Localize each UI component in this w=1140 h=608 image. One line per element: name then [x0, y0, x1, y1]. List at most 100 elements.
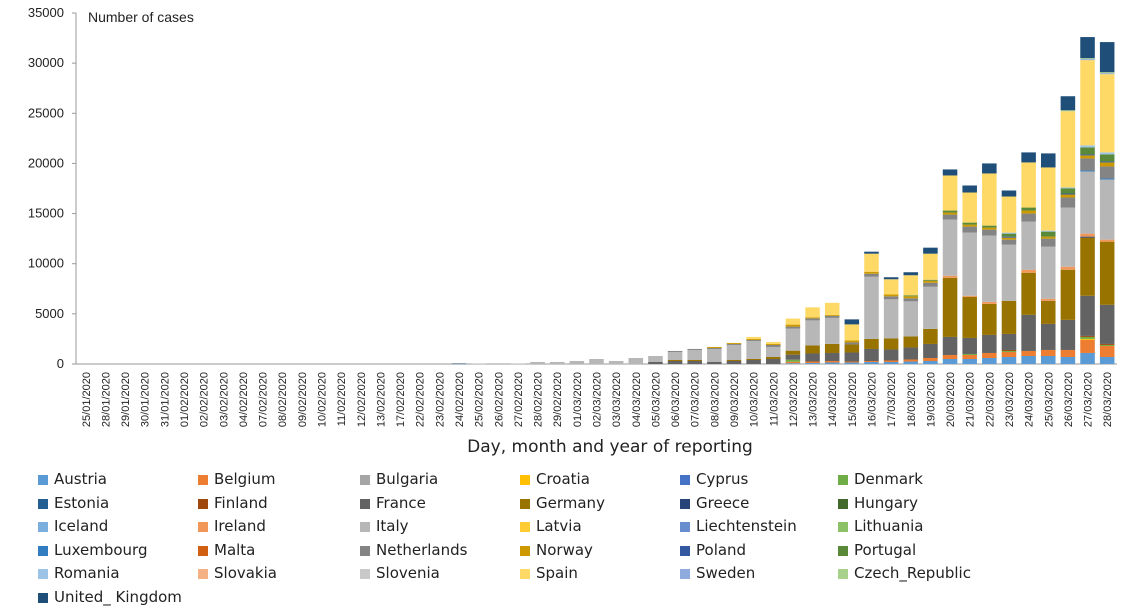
- bar-segment: [1099, 179, 1115, 240]
- bar-segment: [864, 338, 879, 349]
- bar-segment: [707, 347, 722, 349]
- legend-swatch: [38, 569, 48, 579]
- bar-segment: [883, 349, 899, 361]
- bar-segment: [962, 354, 977, 359]
- bar-segment: [903, 301, 919, 337]
- bar-segment: [883, 277, 899, 280]
- bar-segment: [766, 344, 781, 347]
- bar-segment: [1080, 59, 1095, 61]
- legend-label: Liechtenstein: [696, 517, 797, 535]
- legend-swatch: [520, 545, 530, 556]
- bar-segment: [1060, 197, 1076, 208]
- bar-segment: [1080, 170, 1095, 172]
- bar-segment: [1080, 147, 1095, 155]
- bar-segment: [1060, 96, 1076, 111]
- bar-segment: [982, 235, 997, 302]
- bar-segment: [982, 352, 997, 358]
- bar-segment: [1099, 74, 1115, 153]
- bar-segment: [785, 359, 801, 362]
- bar-segment: [726, 344, 742, 360]
- legend-swatch: [680, 522, 690, 532]
- legend-swatch: [38, 475, 48, 485]
- bar-segment: [1060, 187, 1076, 189]
- bar-segment: [942, 275, 958, 278]
- x-tick-label: 17/03/2020: [886, 372, 898, 427]
- bar-segment: [864, 276, 879, 339]
- bar-segment: [962, 296, 977, 338]
- bar-segment: [1080, 145, 1095, 148]
- bar-segment: [1099, 345, 1115, 357]
- bar-segment: [962, 295, 977, 297]
- legend-swatch: [38, 522, 48, 532]
- bar-segment: [962, 185, 977, 193]
- bar-segment: [1001, 190, 1017, 197]
- bar-segment: [903, 347, 919, 360]
- bar-segment: [1099, 344, 1115, 346]
- bar-segment: [785, 354, 801, 360]
- bar-segment: [1080, 335, 1095, 337]
- legend-label: Czech_Republic: [854, 564, 971, 582]
- bar-segment: [1099, 73, 1115, 75]
- legend-label: Denmark: [854, 470, 923, 488]
- bar-segment: [883, 361, 899, 364]
- legend-label: Italy: [376, 517, 409, 535]
- bar-segment: [1099, 162, 1115, 167]
- legend-label: Latvia: [536, 517, 582, 535]
- bars-group: [451, 37, 1115, 365]
- bar-segment: [1099, 239, 1115, 242]
- bar-segment: [982, 225, 997, 228]
- x-tick-label: 15/03/2020: [847, 372, 859, 427]
- bar-segment: [1060, 356, 1076, 364]
- y-tick-label: 25000: [28, 105, 64, 120]
- bar-segment: [766, 358, 781, 364]
- bar-segment: [687, 349, 702, 360]
- bar-segment: [962, 232, 977, 296]
- bar-segment: [942, 219, 958, 276]
- bar-segment: [864, 271, 879, 274]
- bar-segment: [962, 358, 977, 364]
- x-tick-label: 22/02/2020: [415, 372, 427, 427]
- bar-segment: [687, 348, 702, 350]
- y-tick-label: 0: [57, 356, 64, 371]
- legend-swatch: [838, 475, 848, 485]
- legend-swatch: [520, 475, 530, 485]
- x-tick-label: 02/02/2020: [199, 372, 211, 427]
- bar-segment: [1060, 266, 1076, 270]
- x-tick-label: 11/03/2020: [768, 372, 780, 426]
- x-tick-label: 26/02/2020: [493, 372, 505, 427]
- bar-segment: [451, 363, 467, 365]
- legend-swatch: [680, 545, 690, 556]
- bar-segment: [1099, 42, 1115, 73]
- bar-segment: [923, 247, 938, 254]
- legend-swatch: [198, 498, 208, 509]
- bar-segment: [824, 352, 840, 361]
- legend-label: Belgium: [214, 470, 276, 488]
- x-tick-label: 03/03/2020: [611, 372, 623, 427]
- bar-segment: [982, 357, 997, 364]
- x-tick-label: 24/03/2020: [1024, 372, 1036, 427]
- x-tick-label: 09/02/2020: [297, 372, 309, 427]
- x-tick-label: 13/03/2020: [808, 372, 820, 427]
- x-tick-label: 01/03/2020: [572, 372, 584, 427]
- bar-segment: [1060, 319, 1076, 350]
- bar-segment: [1080, 295, 1095, 336]
- bar-segment: [805, 307, 820, 318]
- bar-segment: [923, 328, 938, 344]
- x-tick-label: 27/03/2020: [1083, 372, 1095, 427]
- bar-segment: [549, 361, 565, 364]
- bar-segment: [923, 357, 938, 361]
- bar-segment: [844, 362, 860, 364]
- x-tick-label: 26/03/2020: [1063, 372, 1075, 427]
- bar-segment: [844, 340, 860, 343]
- x-tick-label: 25/02/2020: [474, 372, 486, 427]
- bar-segment: [530, 361, 545, 364]
- bar-segment: [1040, 231, 1056, 237]
- x-tick-label: 20/03/2020: [945, 372, 957, 427]
- bar-segment: [864, 273, 879, 277]
- bar-segment: [824, 302, 840, 315]
- bar-segment: [1060, 349, 1076, 357]
- bar-segment: [824, 314, 840, 316]
- x-tick-label: 14/03/2020: [827, 372, 839, 427]
- legend-label: Romania: [54, 564, 120, 582]
- x-tick-label: 05/03/2020: [650, 372, 662, 427]
